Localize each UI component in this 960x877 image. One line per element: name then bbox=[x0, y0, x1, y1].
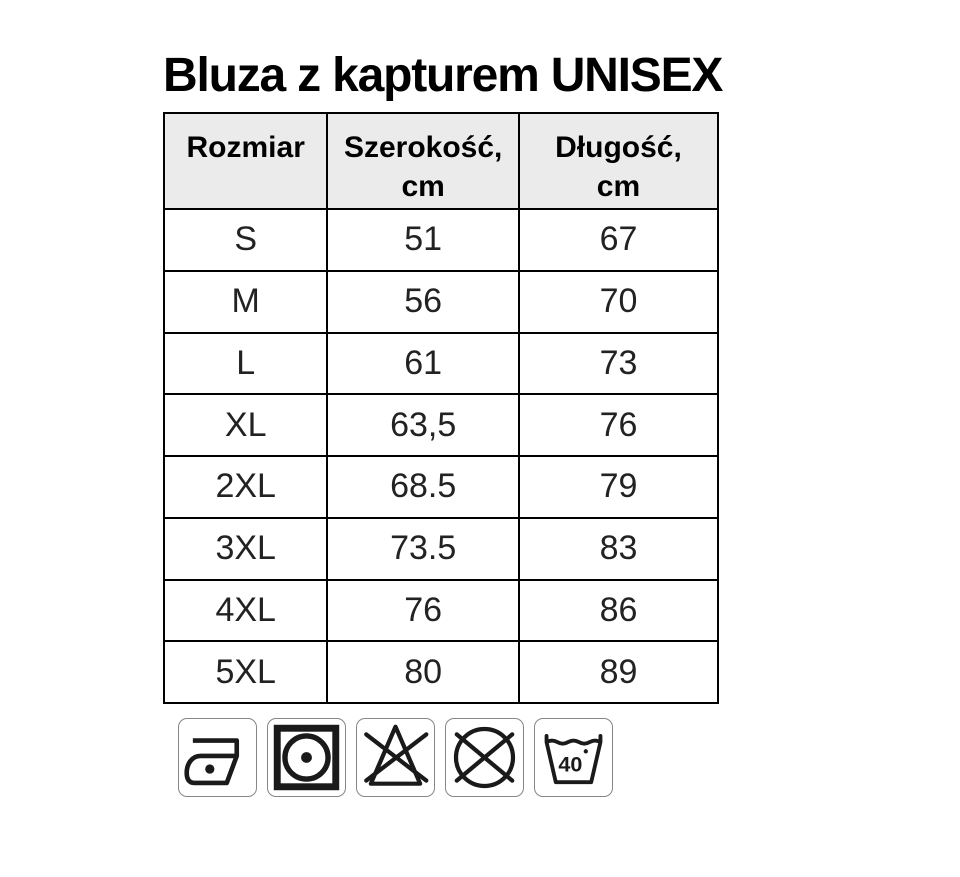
svg-text:40: 40 bbox=[558, 751, 582, 776]
